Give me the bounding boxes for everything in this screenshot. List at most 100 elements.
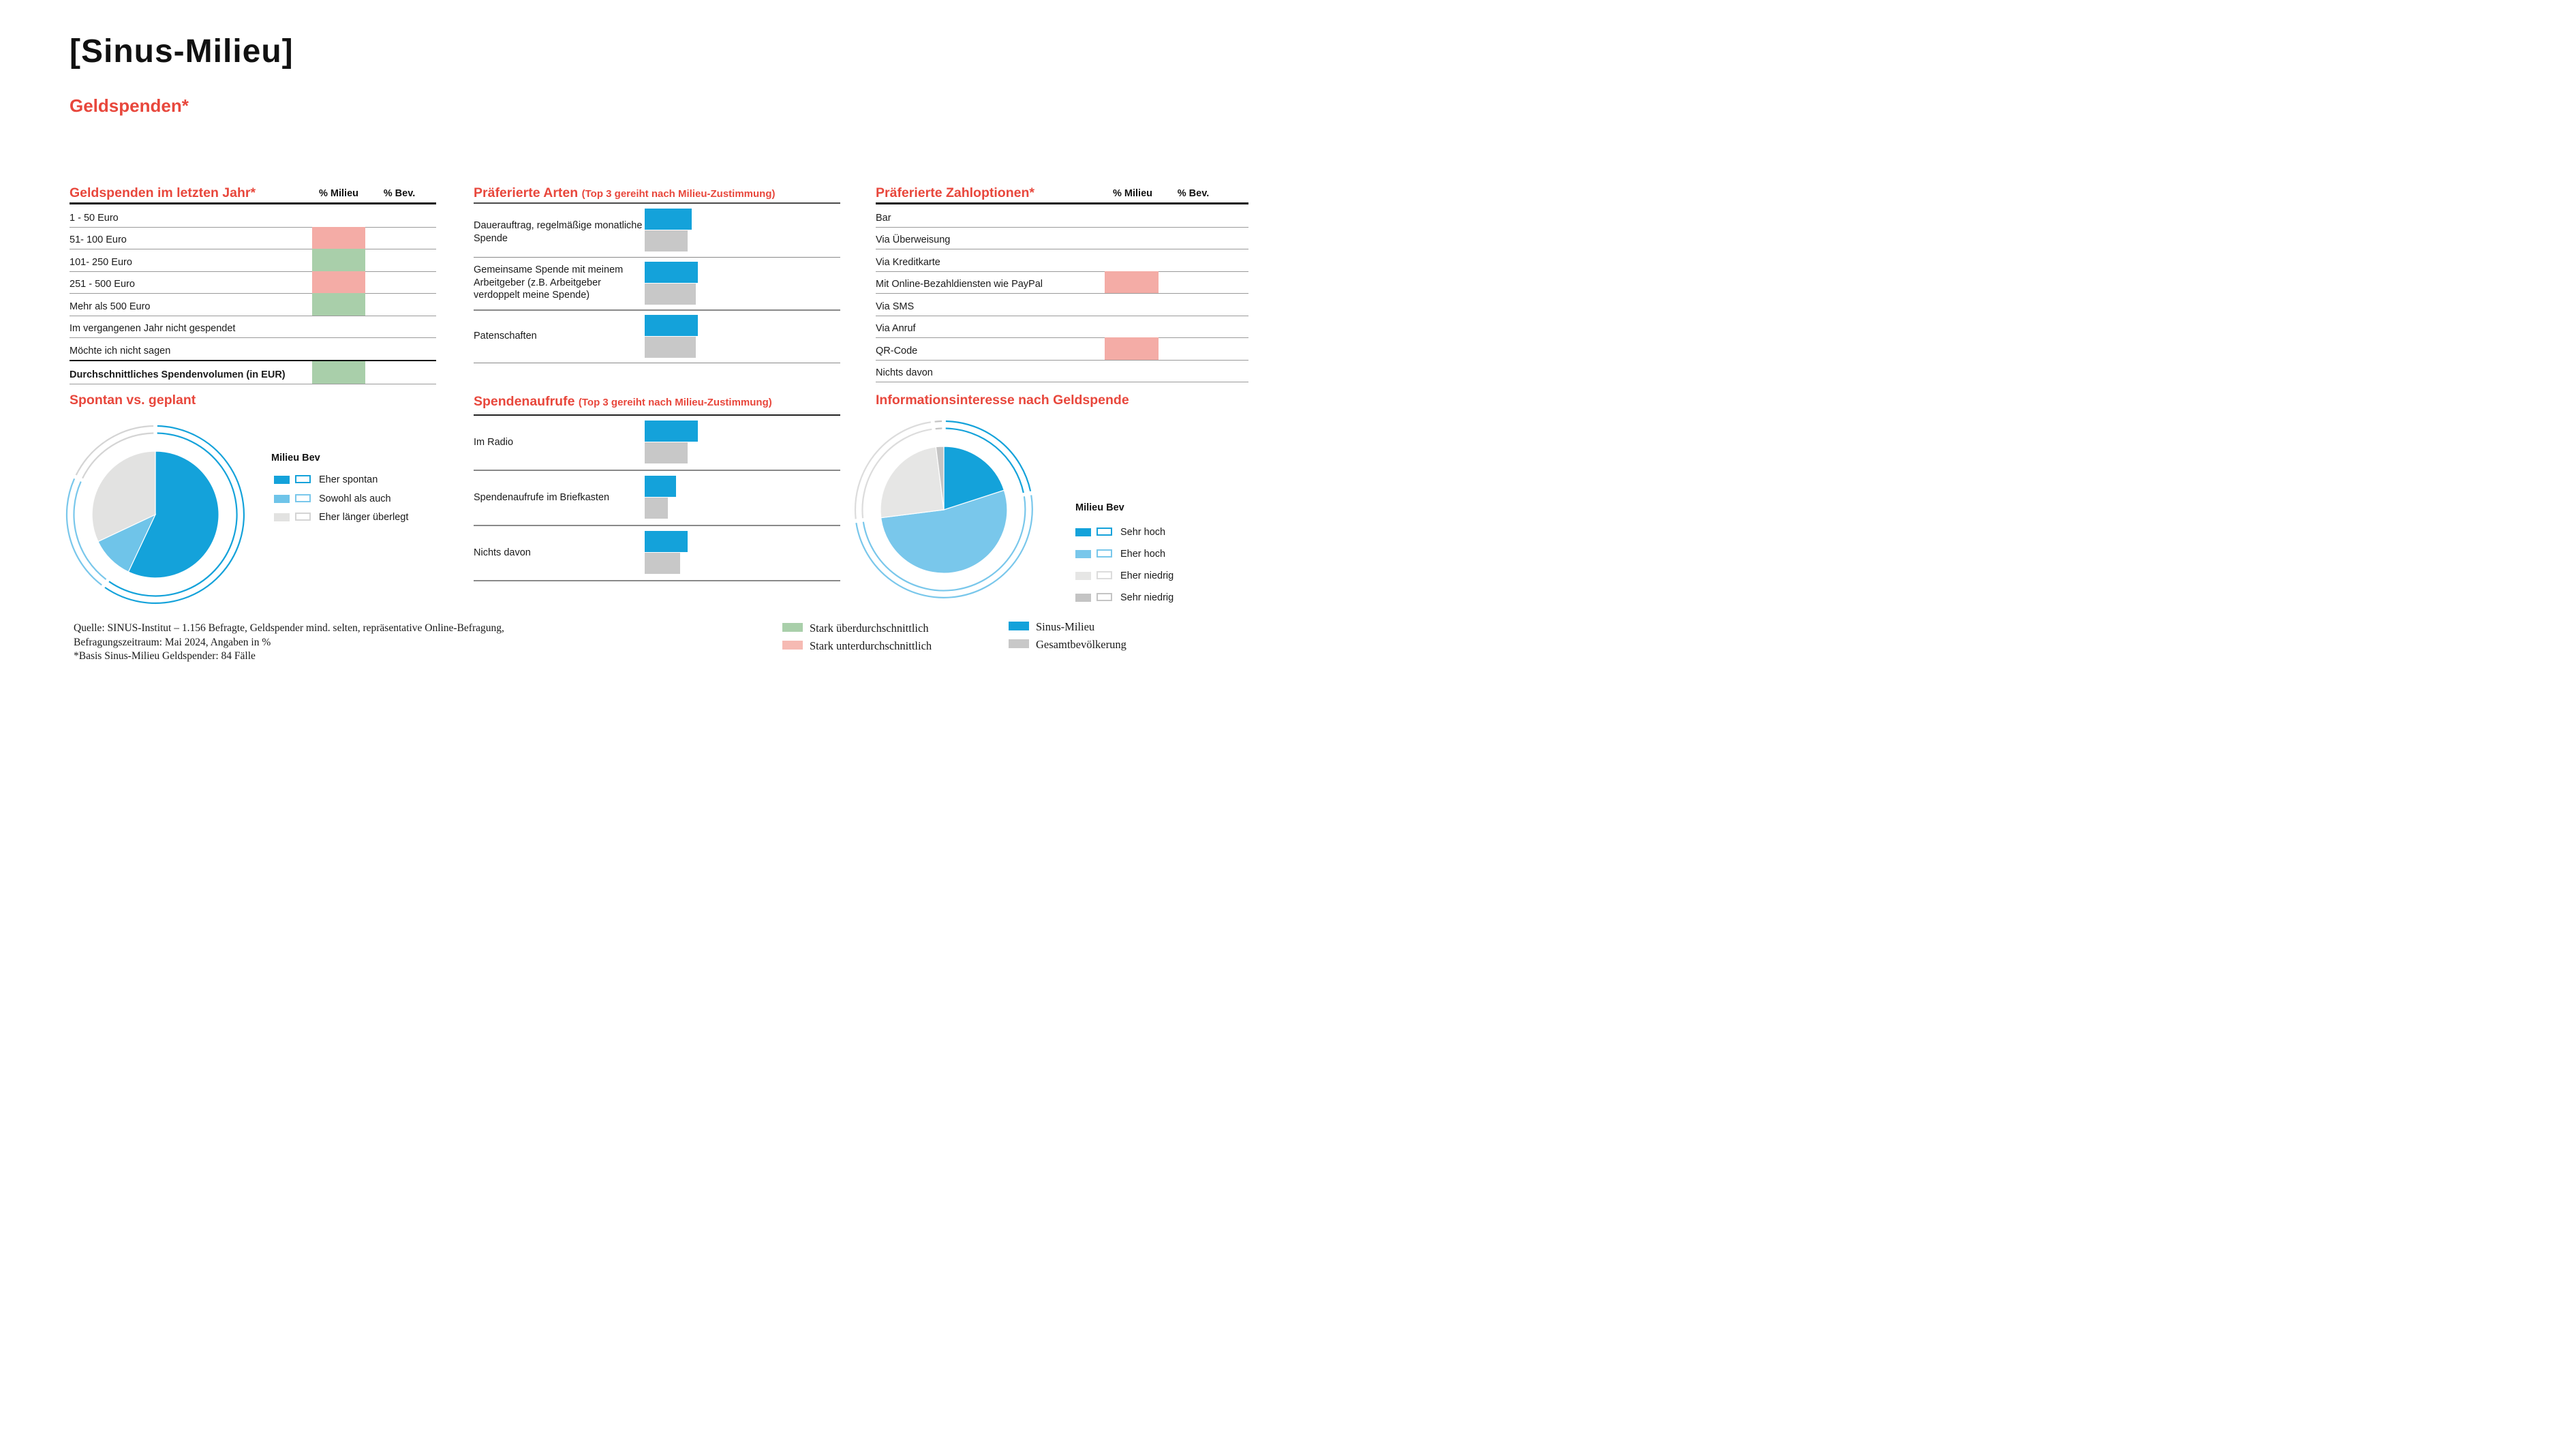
bev-swatch: [1097, 593, 1112, 601]
highlight-cell: [312, 361, 365, 384]
bev-bar: [645, 230, 688, 251]
row-label: Via SMS: [876, 301, 915, 312]
milieu-bar: [645, 262, 698, 283]
row-label: Mehr als 500 Euro: [70, 301, 151, 312]
highlight-cell: [1105, 271, 1159, 293]
page-subtitle: Geldspenden*: [70, 95, 189, 116]
above-average-swatch: [782, 623, 803, 632]
table-row: Via Überweisung: [876, 227, 1248, 249]
milieu-swatch: [274, 476, 290, 484]
milieu-bar: [645, 314, 698, 336]
row-label: Nichts davon: [876, 367, 933, 378]
row-label: Mit Online-Bezahldiensten wie PayPal: [876, 279, 1043, 290]
table-header-rule: [876, 202, 1248, 204]
bev-swatch: [1097, 571, 1112, 579]
legend-header: Milieu Bev: [271, 453, 320, 463]
bar-category-label: Dauerauftrag, regelmäßige monatliche Spe…: [474, 220, 643, 244]
column-header-milieu: % Milieu: [1112, 188, 1152, 199]
bar-category-label: Im Radio: [474, 437, 514, 448]
row-label: Bar: [876, 212, 891, 224]
legend-label: Sehr niedrig: [1120, 592, 1174, 603]
section-title-spendenaufrufe: Spendenaufrufe (Top 3 gereiht nach Milie…: [474, 394, 772, 410]
row-label: 1 - 50 Euro: [70, 212, 119, 224]
row-separator: [474, 470, 840, 471]
milieu-swatch: [1075, 528, 1091, 536]
table-row: Im vergangenen Jahr nicht gespendet: [70, 316, 436, 338]
legend-label: Eher spontan: [319, 474, 378, 485]
footer-legend-label: Gesamtbevölkerung: [1036, 638, 1126, 651]
milieu-swatch: [1075, 594, 1091, 602]
row-label: Via Anruf: [876, 323, 916, 334]
row-label: Möchte ich nicht sagen: [70, 345, 171, 356]
highlight-cell: [1105, 337, 1159, 360]
table-row: Mehr als 500 Euro: [70, 293, 436, 316]
row-label: 51- 100 Euro: [70, 234, 127, 245]
row-separator: [474, 580, 840, 581]
bar-category-label: Spendenaufrufe im Briefkasten: [474, 492, 610, 503]
bev-bar: [645, 284, 696, 305]
section-title-geldspenden-jahr: Geldspenden im letzten Jahr*: [70, 185, 256, 200]
row-label: Via Kreditkarte: [876, 256, 940, 268]
table-header-rule: [70, 202, 436, 204]
legend-header: Milieu Bev: [1075, 502, 1124, 513]
section-subtitle-text: (Top 3 gereiht nach Milieu-Zustimmung): [581, 188, 776, 200]
footer-legend-label: Stark unterdurchschnittlich: [810, 639, 932, 652]
table-row: 1 - 50 Euro: [70, 204, 436, 228]
section-rule: [474, 414, 840, 416]
legend-label: Sowohl als auch: [319, 493, 391, 504]
row-separator: [474, 256, 840, 258]
table-row-total: Durchschnittliches Spendenvolumen (in EU…: [70, 361, 436, 384]
highlight-cell: [312, 249, 365, 271]
row-separator: [474, 309, 840, 311]
source-line: Befragungszeitraum: Mai 2024, Angaben in…: [74, 636, 271, 648]
pie-informationsinteresse: [854, 420, 1033, 598]
page-title: [Sinus-Milieu]: [70, 33, 294, 70]
milieu-bar: [645, 531, 688, 552]
bar-category-label: Gemeinsame Spende mit meinem Arbeitgeber…: [474, 264, 624, 301]
legend-header-milieu: Milieu: [271, 453, 300, 463]
highlight-cell: [312, 226, 365, 249]
milieu-bar: [645, 421, 698, 442]
row-label: Durchschnittliches Spendenvolumen (in EU…: [70, 369, 286, 380]
bar-category-label: Patenschaften: [474, 331, 537, 341]
table-bold-rule: [70, 359, 436, 361]
bev-bar: [645, 442, 688, 463]
milieu-bar: [645, 476, 676, 497]
bev-bar: [645, 553, 680, 574]
row-label: 251 - 500 Euro: [70, 279, 135, 290]
bev-swatch: [295, 493, 311, 502]
milieu-swatch: [274, 513, 290, 521]
bev-bar: [645, 336, 696, 358]
pie-spontan-vs-geplant: [65, 425, 245, 605]
sinus-milieu-swatch: [1009, 622, 1029, 630]
bev-swatch: [1097, 549, 1112, 558]
table-row: Mit Online-Bezahldiensten wie PayPal: [876, 271, 1248, 294]
footer-legend-label: Stark überdurchschnittlich: [810, 622, 929, 635]
section-title-zahloptionen: Präferierte Zahloptionen*: [876, 185, 1034, 200]
row-separator: [474, 362, 840, 363]
legend-header-bev: Bev: [1106, 502, 1124, 513]
row-label: Via Überweisung: [876, 234, 951, 245]
milieu-swatch: [274, 494, 290, 503]
section-subtitle-text: (Top 3 gereiht nach Milieu-Zustimmung): [578, 397, 772, 408]
section-title-praeferierte-arten: Präferierte Arten (Top 3 gereiht nach Mi…: [474, 185, 776, 201]
below-average-swatch: [782, 641, 803, 650]
table-row: 251 - 500 Euro: [70, 271, 436, 294]
milieu-swatch: [1075, 572, 1091, 580]
bev-swatch: [295, 475, 311, 483]
row-separator: [474, 525, 840, 526]
row-label: Im vergangenen Jahr nicht gespendet: [70, 323, 236, 334]
section-rule: [474, 202, 840, 204]
source-text: Quelle: SINUS-Institut – 1.156 Befragte,…: [74, 622, 632, 664]
legend-label: Eher hoch: [1120, 549, 1166, 560]
footer-legend-label: Sinus-Milieu: [1036, 620, 1095, 633]
table-row: Bar: [876, 204, 1248, 228]
table-row: Nichts davon: [876, 360, 1248, 382]
section-title-spontan-geplant: Spontan vs. geplant: [70, 393, 196, 408]
column-header-milieu: % Milieu: [318, 188, 358, 199]
milieu-swatch: [1075, 550, 1091, 558]
highlight-cell: [312, 293, 365, 316]
legend-label: Eher länger überlegt: [319, 512, 409, 523]
table-row: QR-Code: [876, 337, 1248, 361]
table-row: Möchte ich nicht sagen: [70, 337, 436, 360]
